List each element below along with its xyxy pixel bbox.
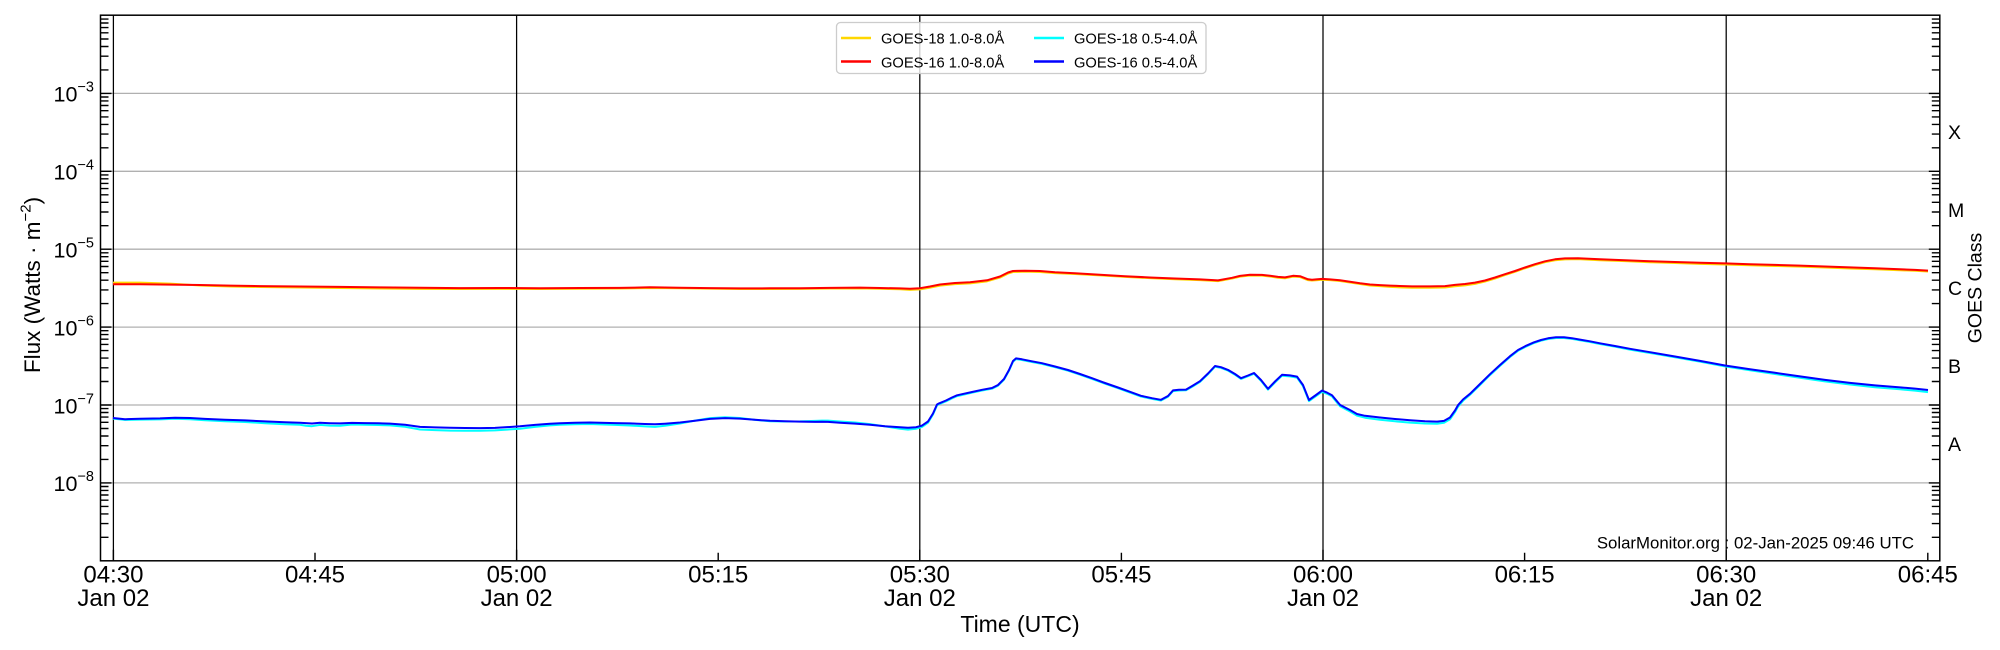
svg-text:05:15: 05:15 [688,562,748,589]
svg-text:Jan 02: Jan 02 [884,585,956,612]
svg-text:06:15: 06:15 [1495,562,1555,589]
svg-text:04:30: 04:30 [83,562,143,589]
svg-text:06:45: 06:45 [1898,562,1958,589]
svg-text:A: A [1948,434,1961,456]
svg-text:Jan 02: Jan 02 [77,585,149,612]
svg-text:Flux (Watts · m−2): Flux (Watts · m−2) [18,197,46,373]
svg-text:05:30: 05:30 [890,562,950,589]
svg-text:X: X [1948,122,1961,144]
svg-text:GOES-18 1.0-8.0Å: GOES-18 1.0-8.0Å [881,31,1004,48]
svg-text:B: B [1948,356,1961,378]
svg-text:Time (UTC): Time (UTC) [960,611,1079,637]
svg-text:GOES Class: GOES Class [1965,232,1987,343]
svg-text:Jan 02: Jan 02 [481,585,553,612]
svg-text:04:45: 04:45 [285,562,345,589]
svg-text:C: C [1948,278,1962,300]
svg-text:GOES-18 0.5-4.0Å: GOES-18 0.5-4.0Å [1074,31,1197,48]
svg-text:05:00: 05:00 [487,562,547,589]
svg-text:Jan 02: Jan 02 [1690,585,1762,612]
svg-text:GOES-16 0.5-4.0Å: GOES-16 0.5-4.0Å [1074,55,1197,72]
svg-text:GOES-16 1.0-8.0Å: GOES-16 1.0-8.0Å [881,55,1004,72]
svg-text:M: M [1948,200,1964,222]
svg-text:SolarMonitor.org : 02-Jan-2025: SolarMonitor.org : 02-Jan-2025 09:46 UTC [1597,534,1914,553]
svg-text:06:30: 06:30 [1696,562,1756,589]
svg-text:06:00: 06:00 [1293,562,1353,589]
svg-text:Jan 02: Jan 02 [1287,585,1359,612]
svg-text:05:45: 05:45 [1091,562,1151,589]
